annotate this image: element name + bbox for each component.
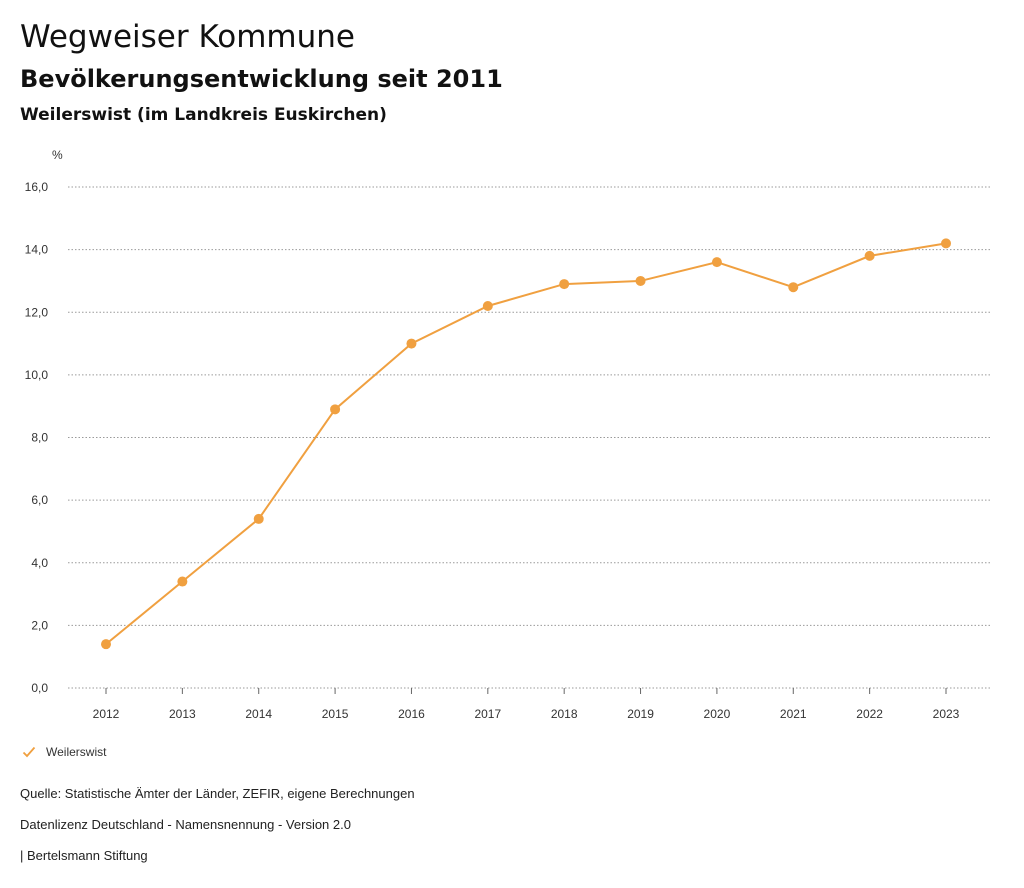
x-tick-label: 2019 [627,707,654,721]
x-tick-label: 2021 [780,707,807,721]
x-tick-label: 2016 [398,707,425,721]
x-tick-label: 2014 [245,707,272,721]
x-tick-label: 2020 [704,707,731,721]
y-tick-label: 6,0 [31,493,48,507]
check-icon [22,746,36,758]
x-tick-label: 2012 [93,707,120,721]
data-point[interactable] [406,338,417,349]
data-point[interactable] [788,282,799,293]
data-point[interactable] [941,238,951,249]
region-label: Weilerswist (im Landkreis Euskirchen) [20,105,387,125]
series-line-weilerswist [105,242,947,645]
y-tick-label: 8,0 [31,431,48,445]
x-tick-label: 2013 [169,707,196,721]
y-tick-label: 10,0 [25,368,49,382]
data-point[interactable] [559,279,570,290]
grid-lines [68,186,990,689]
y-tick-label: 4,0 [31,556,48,570]
y-axis-unit: % [52,148,63,162]
x-tick-label: 2015 [322,707,349,721]
chart-subtitle: Bevölkerungsentwicklung seit 2011 [20,65,503,93]
x-tick-label: 2022 [856,707,883,721]
data-point[interactable] [253,513,264,524]
data-point[interactable] [330,404,341,415]
page-title: Wegweiser Kommune [20,19,355,55]
x-tick-label: 2023 [933,707,960,721]
data-point[interactable] [177,576,188,587]
y-axis-ticks: 0,0 2,0 4,0 6,0 8,0 10,0 12,0 14,0 16,0 [25,180,49,695]
legend-label: Weilerswist [46,745,107,759]
line-chart: % 0,02,04,06,08,010,012,014,016,0 2012 20… [25,148,990,721]
data-point[interactable] [864,250,875,261]
series-points [101,238,951,650]
data-point[interactable] [482,300,493,311]
y-tick-label: 2,0 [31,618,48,632]
source-note: Quelle: Statistische Ämter der Länder, Z… [20,786,415,801]
data-point[interactable] [101,639,111,650]
x-axis-ticks: 2012 2013 2014 2015 2016 2017 2018 2019 2020 2021… [93,688,960,721]
y-tick-label: 12,0 [25,305,49,319]
x-tick-label: 2017 [474,707,501,721]
y-tick-label: 0,0 [31,681,48,695]
legend-item-weilerswist[interactable]: Weilerswist [22,745,106,759]
data-point[interactable] [635,275,646,286]
data-point[interactable] [711,257,722,268]
y-tick-label: 14,0 [25,243,49,257]
x-tick-label: 2018 [551,707,578,721]
publisher-note: | Bertelsmann Stiftung [20,848,148,863]
license-note: Datenlizenz Deutschland - Namensnennung … [20,817,351,832]
y-tick-label: 16,0 [25,180,49,194]
